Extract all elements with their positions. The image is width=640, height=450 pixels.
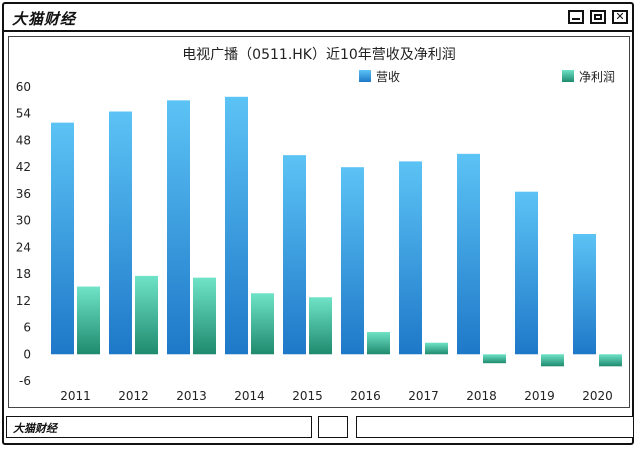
legend-label-profit: 净利润 [579, 70, 615, 84]
x-tick-label: 2015 [292, 389, 323, 403]
y-tick-label: 18 [16, 267, 31, 281]
revenue-bar [109, 111, 132, 355]
x-tick-label: 2020 [582, 389, 613, 403]
x-tick-label: 2017 [408, 389, 439, 403]
maximize-button[interactable] [590, 10, 606, 24]
y-tick-label: -6 [19, 374, 31, 388]
profit-bar [483, 354, 506, 364]
x-tick-label: 2013 [176, 389, 207, 403]
chart-panel: 电视广播（0511.HK）近10年营收及净利润 -6 0 6 12 18 24 30 36 42 4… [8, 36, 630, 408]
status-cell-brand: 大猫财经 [6, 416, 312, 438]
close-button[interactable]: ✕ [612, 10, 628, 24]
status-cell-right [356, 416, 634, 438]
revenue-bar [515, 191, 538, 355]
y-tick-label: 54 [16, 107, 31, 121]
title-bar: 大猫财经 ✕ [4, 4, 632, 32]
revenue-bar [341, 167, 364, 355]
y-tick-label: 12 [16, 294, 31, 308]
profit-bar [599, 354, 622, 367]
y-tick-label: 60 [16, 80, 31, 94]
profit-bar [251, 293, 274, 355]
x-tick-label: 2019 [524, 389, 555, 403]
status-brand-label: 大猫财经 [13, 422, 57, 435]
revenue-bar [167, 100, 190, 355]
profit-bar [367, 332, 390, 355]
y-tick-label: 24 [16, 240, 31, 254]
y-tick-label: 42 [16, 160, 31, 174]
profit-bar [77, 286, 100, 355]
profit-bar [541, 354, 564, 367]
chart: 电视广播（0511.HK）近10年营收及净利润 -6 0 6 12 18 24 30 36 42 4… [16, 47, 622, 403]
x-tick-label: 2014 [234, 389, 265, 403]
revenue-bar [399, 161, 422, 355]
legend-swatch-revenue [359, 70, 371, 82]
y-tick-label: 0 [23, 347, 31, 361]
y-tick-label: 48 [16, 133, 31, 147]
chart-title: 电视广播（0511.HK）近10年营收及净利润 [182, 47, 456, 63]
x-tick-label: 2016 [350, 389, 381, 403]
profit-bar [425, 342, 448, 355]
y-tick-label: 36 [16, 187, 31, 201]
revenue-bar [51, 122, 74, 355]
minimize-button[interactable] [568, 10, 584, 24]
y-tick-label: 6 [23, 321, 31, 335]
legend-swatch-profit [562, 70, 574, 82]
status-bar: 大猫财经 [4, 412, 636, 440]
profit-bar [193, 277, 216, 355]
revenue-bar [225, 96, 248, 355]
window-title: 大猫财经 [12, 10, 77, 28]
x-tick-label: 2018 [466, 389, 497, 403]
y-tick-label: 30 [16, 214, 31, 228]
revenue-bar [457, 153, 480, 355]
legend-label-revenue: 营收 [376, 70, 400, 84]
profit-bar [135, 275, 158, 355]
app-window: 大猫财经 ✕ 电视广播（0511.HK）近10年营收及净利润 -6 0 6 12 18 24… [2, 2, 634, 445]
x-tick-label: 2012 [118, 389, 149, 403]
x-tick-label: 2011 [60, 389, 91, 403]
revenue-bar [573, 234, 596, 355]
status-cell-middle [318, 416, 348, 438]
profit-bar [309, 297, 332, 355]
revenue-bar [283, 155, 306, 355]
